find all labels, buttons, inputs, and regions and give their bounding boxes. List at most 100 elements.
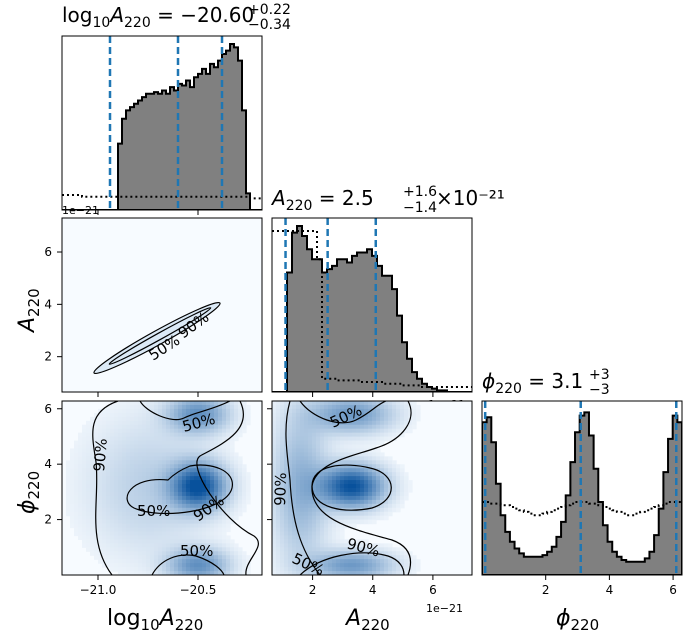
density-cell (320, 535, 325, 541)
density-cell (316, 539, 321, 544)
density-cell (348, 416, 353, 422)
density-cell (182, 495, 187, 501)
density-cell (292, 448, 297, 454)
xtick-label-phi: 2 (542, 583, 550, 597)
density-cell (170, 499, 175, 505)
density-cell (352, 484, 357, 489)
density-cell (182, 480, 187, 485)
density-cell (332, 488, 337, 493)
density-cell (222, 436, 227, 442)
density-cell (206, 507, 211, 513)
density-cell (316, 543, 321, 548)
density-cell (320, 444, 325, 450)
density-cell (138, 448, 143, 454)
density-cell (122, 416, 127, 422)
density-cell (276, 456, 281, 461)
xtick-label-log10A: −20.5 (180, 583, 217, 597)
density-cell (372, 484, 377, 489)
density-cell (66, 464, 71, 469)
density-cell (134, 404, 139, 410)
density-cell (78, 468, 83, 473)
density-cell (194, 543, 199, 548)
density-cell (352, 567, 357, 572)
density-cell (102, 480, 107, 485)
xtick-label-A: 4 (369, 583, 377, 597)
density-cell (226, 452, 231, 457)
density-cell (190, 503, 195, 509)
density-cell (292, 527, 297, 533)
density-cell (276, 452, 281, 457)
density-cell (400, 491, 405, 497)
density-cell (210, 428, 215, 434)
density-cell (110, 555, 115, 560)
ylabel-phi-var: ϕ (15, 499, 40, 514)
density-cell (194, 408, 199, 414)
density-cell (284, 404, 289, 410)
density-cell (162, 551, 167, 556)
density-cell (82, 535, 87, 541)
density-cell (194, 519, 199, 525)
density-cell (106, 563, 111, 568)
density-cell (392, 559, 397, 564)
density-cell (142, 531, 147, 537)
density-cell (214, 551, 219, 556)
density-cell (126, 571, 131, 575)
density-cell (66, 503, 71, 509)
density-cell (288, 535, 293, 541)
density-cell (276, 480, 281, 485)
density-cell (328, 460, 333, 465)
ytick-label-A: 2 (44, 350, 52, 364)
density-cell (134, 420, 139, 426)
density-cell (324, 571, 329, 575)
density-cell (340, 539, 345, 544)
density-cell (74, 468, 79, 473)
density-cell (238, 491, 243, 497)
density-cell (380, 507, 385, 513)
density-cell (142, 491, 147, 497)
density-cell (182, 452, 187, 457)
density-cell (170, 472, 175, 477)
density-cell (304, 503, 309, 509)
density-cell (368, 432, 373, 438)
density-cell (312, 495, 317, 501)
density-cell (130, 484, 135, 489)
density-cell (118, 428, 123, 434)
density-cell (324, 412, 329, 418)
density-cell (226, 567, 231, 572)
density-cell (296, 539, 301, 544)
density-cell (336, 444, 341, 450)
density-cell (396, 401, 401, 406)
density-cell (174, 491, 179, 497)
density-cell (166, 456, 171, 461)
density-cell (218, 547, 223, 552)
density-cell (186, 491, 191, 497)
density-cell (380, 551, 385, 556)
density-cell (246, 567, 251, 572)
density-cell (364, 559, 369, 564)
density-cell (198, 563, 203, 568)
density-cell (284, 527, 289, 533)
density-cell (288, 408, 293, 414)
density-cell (126, 472, 131, 477)
density-cell (114, 527, 119, 533)
density-cell (122, 571, 127, 575)
density-cell (344, 543, 349, 548)
density-cell (82, 495, 87, 501)
density-cell (70, 523, 75, 529)
density-cell (312, 539, 317, 544)
density-cell (166, 547, 171, 552)
density-cell (142, 452, 147, 457)
density-cell (348, 559, 353, 564)
density-cell (198, 456, 203, 461)
density-cell (332, 495, 337, 501)
density-cell (98, 424, 103, 430)
density-cell (66, 480, 71, 485)
density-cell (324, 499, 329, 505)
density-cell (134, 468, 139, 473)
density-cell (90, 452, 95, 457)
density-cell (296, 559, 301, 564)
density-cell (340, 408, 345, 414)
density-cell (328, 408, 333, 414)
density-cell (352, 523, 357, 529)
density-cell (110, 476, 115, 481)
